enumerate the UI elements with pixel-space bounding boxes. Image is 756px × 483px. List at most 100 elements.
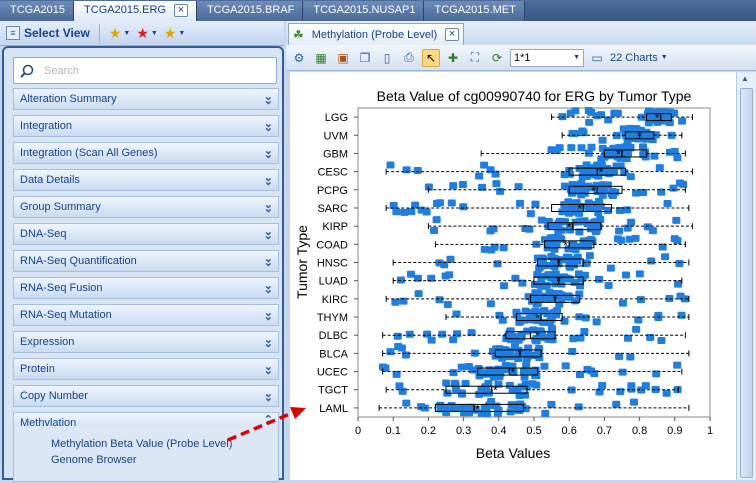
- section-label: Group Summary: [20, 201, 101, 213]
- section-header[interactable]: Expression ⌄ ⌄: [13, 331, 279, 353]
- close-icon[interactable]: ×: [445, 28, 460, 41]
- data-point: [411, 201, 420, 209]
- charts-label: 22 Charts: [610, 51, 658, 64]
- data-point: [522, 361, 531, 369]
- section-header[interactable]: Copy Number ⌄ ⌄: [13, 385, 279, 407]
- data-point: [595, 275, 604, 283]
- section-header[interactable]: DNA-Seq ⌄ ⌄: [13, 223, 279, 245]
- left-toolbar: ≡ Select View ★ ▼ ★ ▼ ★ ▼: [0, 21, 284, 46]
- data-point: [569, 335, 578, 343]
- favorite-view-button[interactable]: ★ ▼: [164, 25, 186, 42]
- close-icon[interactable]: ×: [173, 4, 188, 17]
- data-point: [595, 388, 604, 396]
- section-label: Alteration Summary: [20, 93, 117, 105]
- charts-dropdown[interactable]: 22 Charts ▼: [610, 52, 668, 64]
- data-point: [477, 369, 486, 377]
- methylation-beta-value-item[interactable]: Methylation Beta Value (Probe Level): [51, 438, 233, 450]
- y-tick-label: CESC: [317, 167, 348, 179]
- zoom-tool-icon[interactable]: ✚: [447, 50, 459, 65]
- data-point: [393, 332, 402, 340]
- section-header[interactable]: RNA-Seq Quantification ⌄ ⌄: [13, 250, 279, 272]
- pointer-tool-icon[interactable]: ↖: [422, 48, 440, 67]
- data-point: [673, 154, 682, 162]
- chevron-down-icon: ⌄ ⌄: [263, 253, 273, 269]
- data-point: [673, 237, 682, 245]
- section-label: Copy Number: [20, 390, 88, 402]
- x-tick-label: 0: [355, 425, 361, 437]
- print-icon[interactable]: ⎙: [404, 50, 414, 64]
- section-header[interactable]: Integration ⌄ ⌄: [13, 115, 279, 137]
- data-point: [673, 361, 682, 369]
- data-point: [398, 387, 407, 395]
- window-tab-tcga2015[interactable]: TCGA2015: [0, 1, 75, 21]
- data-point: [623, 334, 632, 342]
- genome-browser-item[interactable]: Genome Browser: [51, 454, 137, 466]
- fit-to-window-icon[interactable]: ⛶: [470, 50, 480, 64]
- refresh-icon[interactable]: ⟳: [491, 50, 503, 65]
- data-point: [669, 184, 678, 192]
- data-point: [511, 274, 520, 282]
- select-view-button[interactable]: ≡ Select View: [6, 26, 90, 40]
- window-tab-tcga2015-nusap1[interactable]: TCGA2015.NUSAP1: [303, 1, 425, 21]
- section-header[interactable]: Group Summary ⌄ ⌄: [13, 196, 279, 218]
- data-point: [526, 210, 535, 218]
- excel-export-icon[interactable]: ▦: [315, 50, 327, 65]
- data-point: [548, 336, 557, 344]
- data-point: [413, 167, 422, 175]
- data-point: [533, 271, 542, 279]
- x-axis-label: Beta Values: [476, 445, 550, 461]
- window-tab-tcga2015-erg[interactable]: TCGA2015.ERG ×: [74, 1, 197, 21]
- chevron-down-icon: ▼: [573, 54, 580, 61]
- copy-icon[interactable]: ❐: [359, 50, 371, 65]
- box: [434, 403, 524, 412]
- data-point: [613, 109, 622, 117]
- window-tab-tcga2015-met[interactable]: TCGA2015.MET: [424, 1, 525, 21]
- add-view-button[interactable]: ★ ▼: [109, 25, 131, 42]
- layout-select[interactable]: 1*1 ▼: [510, 48, 584, 67]
- data-point: [391, 298, 400, 306]
- data-point: [662, 389, 671, 397]
- remove-view-button[interactable]: ★ ▼: [136, 25, 158, 42]
- data-point: [459, 404, 468, 412]
- data-point: [467, 329, 476, 337]
- y-tick-label: UVM: [324, 130, 348, 142]
- data-point: [672, 216, 681, 224]
- data-point: [567, 144, 576, 152]
- settings-icon[interactable]: ⚙: [293, 50, 305, 65]
- doc-tab-methylation[interactable]: ☘ Methylation (Probe Level) ×: [288, 23, 465, 45]
- data-point: [615, 227, 624, 235]
- data-point: [665, 148, 674, 156]
- section-header[interactable]: Protein ⌄ ⌄: [13, 358, 279, 380]
- data-point: [650, 152, 659, 160]
- section-header[interactable]: Integration (Scan All Genes) ⌄ ⌄: [13, 142, 279, 164]
- box: [551, 203, 612, 212]
- data-point: [576, 334, 585, 342]
- y-tick-label: SARC: [317, 203, 348, 215]
- section-header[interactable]: Alteration Summary ⌄ ⌄: [13, 88, 279, 110]
- section-header[interactable]: RNA-Seq Mutation ⌄ ⌄: [13, 304, 279, 326]
- data-point: [612, 131, 621, 139]
- window-tab-tcga2015-braf[interactable]: TCGA2015.BRAF: [196, 1, 304, 21]
- data-point: [648, 227, 657, 235]
- section-label: RNA-Seq Mutation: [20, 309, 112, 321]
- image-export-icon[interactable]: ▣: [337, 50, 349, 65]
- search-box[interactable]: [13, 57, 277, 84]
- scrollbar-thumb[interactable]: [740, 88, 753, 478]
- search-input[interactable]: [44, 64, 244, 77]
- section-header[interactable]: RNA-Seq Fusion ⌄ ⌄: [13, 277, 279, 299]
- chart-layout-icon[interactable]: ▭: [591, 50, 603, 65]
- box: [646, 113, 672, 122]
- vertical-scrollbar[interactable]: ▲: [736, 72, 756, 480]
- section-header[interactable]: Data Details ⌄ ⌄: [13, 169, 279, 191]
- data-point: [652, 370, 661, 378]
- data-point: [547, 324, 556, 332]
- toolbar-separator: [98, 24, 100, 42]
- data-point: [446, 255, 455, 263]
- data-point: [582, 259, 591, 267]
- data-point: [676, 292, 685, 300]
- mean-marker: *: [556, 257, 561, 271]
- x-tick-label: 0.1: [386, 425, 401, 437]
- data-point: [560, 171, 569, 179]
- page-icon[interactable]: ▯: [383, 50, 391, 65]
- section-label: DNA-Seq: [20, 228, 67, 240]
